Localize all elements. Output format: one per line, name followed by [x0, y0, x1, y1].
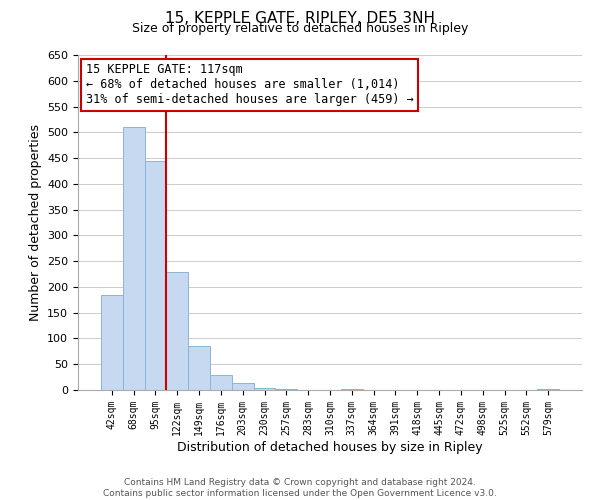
Text: 15, KEPPLE GATE, RIPLEY, DE5 3NH: 15, KEPPLE GATE, RIPLEY, DE5 3NH	[165, 11, 435, 26]
Bar	[101, 294, 123, 390]
Bar	[145, 160, 166, 390]
Text: Size of property relative to detached houses in Ripley: Size of property relative to detached ho…	[132, 22, 468, 35]
Bar	[254, 388, 275, 390]
Bar	[123, 127, 145, 390]
Text: Contains HM Land Registry data © Crown copyright and database right 2024.
Contai: Contains HM Land Registry data © Crown c…	[103, 478, 497, 498]
Text: 15 KEPPLE GATE: 117sqm
← 68% of detached houses are smaller (1,014)
31% of semi-: 15 KEPPLE GATE: 117sqm ← 68% of detached…	[86, 64, 413, 106]
X-axis label: Distribution of detached houses by size in Ripley: Distribution of detached houses by size …	[177, 440, 483, 454]
Bar	[166, 272, 188, 390]
Y-axis label: Number of detached properties: Number of detached properties	[29, 124, 41, 321]
Bar	[232, 384, 254, 390]
Bar	[210, 375, 232, 390]
Bar	[188, 346, 210, 390]
